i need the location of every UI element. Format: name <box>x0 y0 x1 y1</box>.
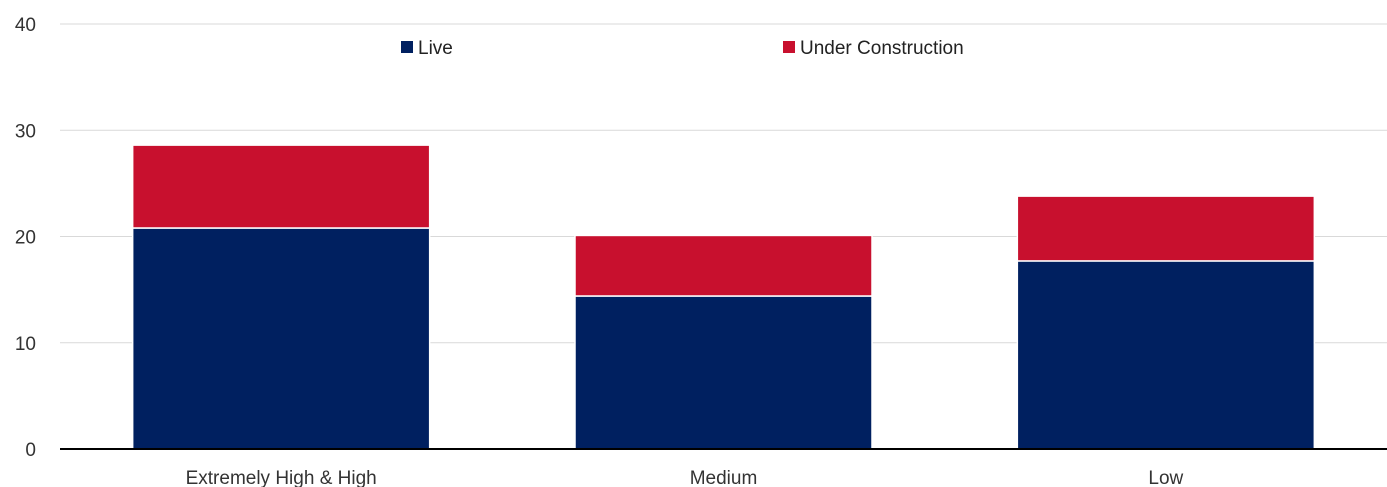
legend-label-1: Under Construction <box>800 38 964 59</box>
legend: Live Under Construction <box>401 38 964 59</box>
legend-label-0: Live <box>418 38 453 59</box>
bar-under-construction-1 <box>574 234 873 297</box>
y-tick-label-40: 40 <box>15 15 36 36</box>
axes: 0 10 20 30 40 Extremely High & High Medium Low <box>15 15 1387 487</box>
bar-under-construction-2 <box>1016 195 1316 262</box>
bars <box>131 144 1316 450</box>
x-tick-label-2: Low <box>1148 468 1183 487</box>
bar-under-construction-0 <box>131 144 431 229</box>
x-tick-label-1: Medium <box>690 468 758 487</box>
x-tick-label-0: Extremely High & High <box>186 468 377 487</box>
bar-live-1 <box>574 295 873 450</box>
bar-live-2 <box>1016 260 1316 450</box>
y-tick-label-10: 10 <box>15 334 36 355</box>
y-tick-label-20: 20 <box>15 228 36 249</box>
legend-swatch-1 <box>783 41 795 53</box>
y-tick-label-30: 30 <box>15 121 36 142</box>
legend-swatch-0 <box>401 41 413 53</box>
y-tick-label-0: 0 <box>25 440 36 461</box>
bar-live-0 <box>131 227 431 450</box>
